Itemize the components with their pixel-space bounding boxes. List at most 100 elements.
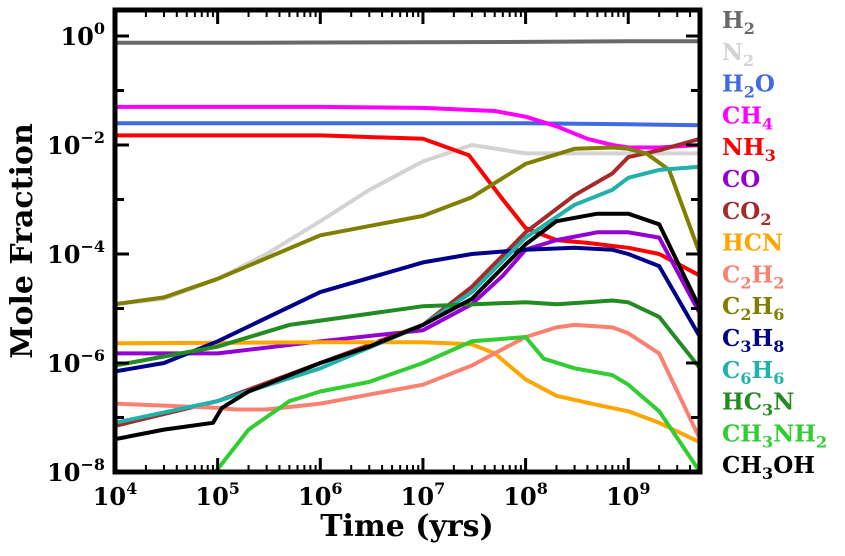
legend-text: H [751,357,773,384]
y-tick-exp: 0 [94,19,105,38]
legend-entry-n2: N2 [722,39,754,70]
plot-frame [112,7,703,475]
legend-text: NH [773,420,816,447]
legend-text: C [722,325,740,352]
legend-subscript: 2 [743,51,754,70]
x-tick-base: 10 [298,482,331,511]
y-tick-exp: −8 [80,455,105,474]
y-tick-base: 10 [47,240,80,269]
series-line-ch3nh2 [213,335,700,472]
y-tick-exp: −4 [80,237,105,256]
legend-entry-ch3oh: CH3OH [722,452,815,483]
legend-entry-co: CO [722,166,760,193]
x-tick-label: 107 [401,479,446,511]
legend-subscript: 2 [773,273,784,292]
x-tick-exp: 9 [639,479,650,498]
x-tick-label: 108 [503,479,548,511]
legend-entry-ch4: CH4 [722,102,773,133]
legend-entry-hc3n: HC3N [722,389,794,420]
x-tick-base: 10 [503,482,536,511]
x-tick-exp: 7 [434,479,445,498]
y-tick-label: 10−2 [47,128,105,160]
series-line-n2 [115,143,700,307]
series-line-nh3 [115,133,700,278]
legend-entry-h2o: H2O [722,71,775,102]
series-line-h2 [115,39,700,45]
series-line-hcn [115,340,700,445]
legend-text: CO [722,166,760,193]
legend-subscript: 2 [740,305,751,324]
legend-entry-ch3nh2: CH3NH2 [722,420,827,451]
series-line-c2h6 [115,145,700,307]
legend-entry-c2h6: C2H6 [722,293,784,324]
series-line-hc3n [115,298,700,371]
legend-subscript: 2 [816,432,827,451]
legend-entry-h2: H2 [722,7,755,38]
legend-subscript: 2 [744,83,755,102]
legend-text: O [755,71,775,98]
x-tick-base: 10 [195,482,228,511]
x-tick-label: 104 [93,479,138,511]
y-tick-base: 10 [47,458,80,487]
legend-text: C [722,357,740,384]
legend-subscript: 3 [762,401,773,420]
legend-subscript: 6 [773,305,784,324]
legend-text: CH [722,452,762,479]
series-line-c6h6 [115,164,700,425]
series-line-c3h8 [115,245,700,374]
legend-entry-c6h6: C6H6 [722,357,784,388]
y-tick-base: 10 [60,22,93,51]
x-tick-exp: 6 [331,479,342,498]
legend-text: N [722,39,743,66]
legend-entry-nh3: NH3 [722,134,776,165]
x-tick-base: 10 [606,482,639,511]
legend-subscript: 2 [744,19,755,38]
legend-text: CH [722,102,762,129]
y-tick-base: 10 [47,349,80,378]
x-tick-label: 105 [195,479,240,511]
legend-entry-hcn: HCN [722,230,783,257]
series-line-h2o [115,121,700,128]
series-layer [115,39,700,472]
legend-subscript: 4 [762,114,773,133]
x-tick-exp: 5 [229,479,240,498]
legend: H2N2H2OCH4NH3COCO2HCNC2H2C2H6C3H8C6H6HC3… [722,7,827,483]
y-axis-title: Mole Fraction [5,123,40,359]
legend-text: NH [722,134,765,161]
legend-text: N [773,389,794,416]
y-tick-base: 10 [47,131,80,160]
x-tick-base: 10 [93,482,126,511]
x-tick-exp: 8 [537,479,548,498]
legend-entry-co2: CO2 [722,198,771,229]
series-line-c2h2 [115,322,700,442]
legend-subscript: 3 [740,337,751,356]
legend-text: CO [722,198,760,225]
y-tick-label: 10−8 [47,455,105,487]
legend-subscript: 3 [765,146,776,165]
legend-subscript: 2 [760,210,771,229]
legend-subscript: 2 [740,273,751,292]
legend-subscript: 3 [762,464,773,483]
legend-text: H [722,71,744,98]
legend-text: HC [722,389,762,416]
legend-subscript: 8 [773,337,784,356]
legend-subscript: 3 [762,432,773,451]
y-tick-exp: −2 [80,128,105,147]
x-tick-labels: 104 105 106 107 108 109 [93,479,651,511]
legend-text: H [722,7,744,34]
legend-text: CH [722,420,762,447]
legend-entry-c2h2: C2H2 [722,261,784,292]
y-tick-exp: −6 [80,346,105,365]
x-axis-title: Time (yrs) [320,509,494,544]
series-line-ch4 [115,104,700,150]
legend-text: H [751,325,773,352]
legend-entry-c3h8: C3H8 [722,325,784,356]
legend-text: H [751,261,773,288]
y-tick-label: 10−4 [47,237,105,269]
x-tick-base: 10 [401,482,434,511]
legend-text: OH [773,452,815,479]
legend-text: C [722,261,740,288]
y-tick-label: 100 [60,19,105,51]
